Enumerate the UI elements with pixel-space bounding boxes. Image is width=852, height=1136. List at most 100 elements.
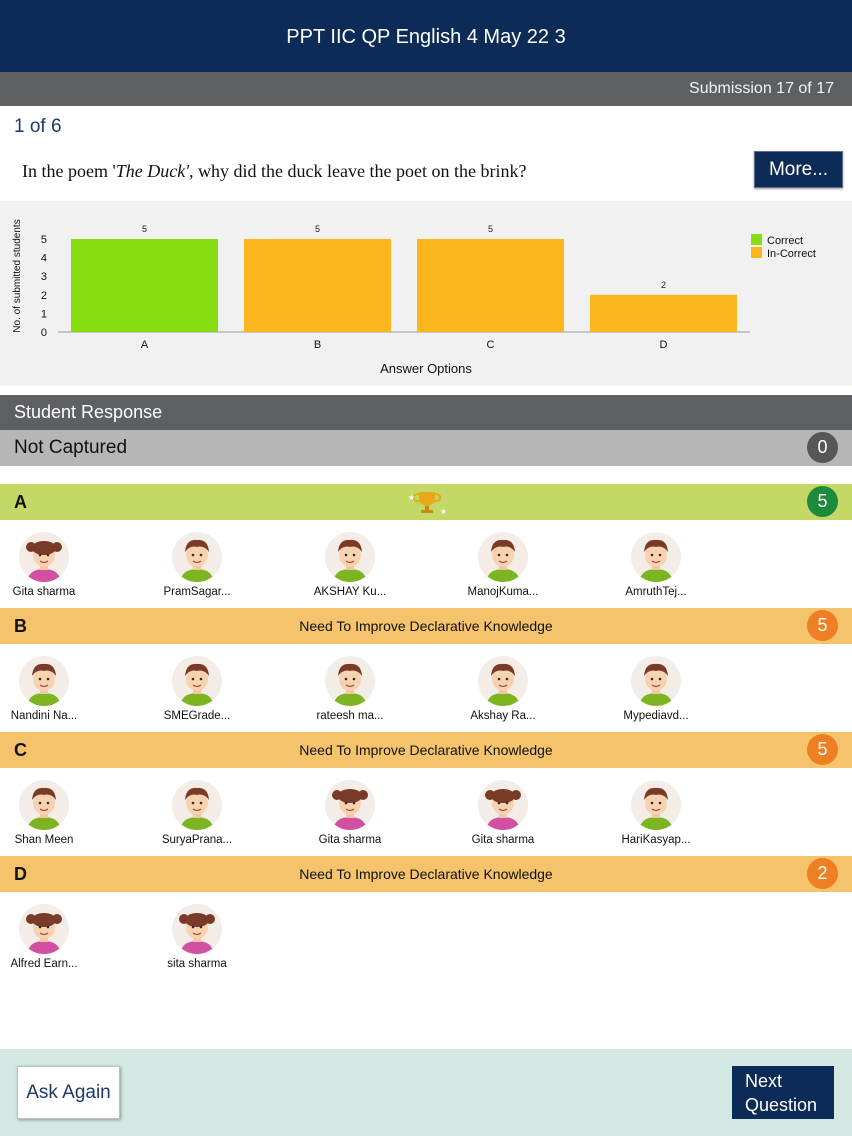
x-tick-label: B <box>314 339 321 351</box>
girl-avatar-icon <box>478 780 528 830</box>
boy-avatar-icon <box>172 656 222 706</box>
group-feedback: Need To Improve Declarative Knowledge <box>299 742 553 758</box>
question-counter: 1 of 6 <box>14 116 62 137</box>
group-feedback: Need To Improve Declarative Knowledge <box>299 618 553 634</box>
assessment-title: PPT IIC QP English 4 May 22 3 <box>286 25 566 48</box>
student-card[interactable]: Gita sharma <box>448 780 558 846</box>
student-response-title: Student Response <box>0 395 852 430</box>
next-question-button[interactable]: Next Question <box>732 1066 834 1119</box>
student-card[interactable]: ManojKuma... <box>448 532 558 598</box>
girl-avatar-icon <box>325 780 375 830</box>
student-name: AmruthTej... <box>625 586 687 598</box>
girl-avatar-icon <box>19 904 69 954</box>
student-card[interactable]: SuryaPrana... <box>142 780 252 846</box>
not-captured-count: 0 <box>817 437 828 457</box>
not-captured-count-badge: 0 <box>807 432 838 463</box>
student-name: SuryaPrana... <box>161 834 233 846</box>
boy-avatar-icon <box>172 780 222 830</box>
student-card[interactable]: PramSagar... <box>142 532 252 598</box>
question-text-start: In the poem ' <box>22 161 116 181</box>
boy-avatar-icon <box>325 656 375 706</box>
student-name: AKSHAY Ku... <box>313 586 387 598</box>
student-card[interactable]: HariKasyap... <box>601 780 711 846</box>
legend-label: Correct <box>767 235 803 247</box>
student-name: HariKasyap... <box>621 834 691 846</box>
boy-avatar-icon <box>478 656 528 706</box>
student-name: Mypediavd... <box>623 710 689 722</box>
student-card[interactable]: AmruthTej... <box>601 532 711 598</box>
student-name: Akshay Ra... <box>470 710 536 722</box>
student-name: Alfred Earn... <box>10 958 78 970</box>
boy-avatar-icon <box>19 780 69 830</box>
answer-bar-chart: 0 1 2 3 4 5 No. of submitted students 5 A 5 B 5 C 2 D A… <box>12 219 816 376</box>
legend-label: In-Correct <box>767 248 816 260</box>
app-header: PPT IIC QP English 4 May 22 3 <box>0 0 852 72</box>
boy-avatar-icon <box>19 656 69 706</box>
student-card[interactable]: Nandini Na... <box>0 656 99 722</box>
answer-chart: 0 1 2 3 4 5 No. of submitted students 5 A 5 B 5 C 2 D A… <box>0 201 852 386</box>
student-card[interactable]: SMEGrade... <box>142 656 252 722</box>
group-count: 5 <box>817 739 828 759</box>
student-list: Gita sharma PramSagar... AKSHAY Ku... Manoj… <box>0 520 852 608</box>
bar-value-label: 2 <box>661 280 666 290</box>
student-card[interactable]: rateesh ma... <box>295 656 405 722</box>
boy-avatar-icon <box>478 532 528 582</box>
not-captured-row: Not Captured 0 <box>0 430 852 466</box>
submission-bar: Submission 17 of 17 <box>0 72 852 106</box>
student-card[interactable]: AKSHAY Ku... <box>295 532 405 598</box>
y-tick-label: 0 <box>41 327 47 339</box>
y-tick-label: 5 <box>41 234 47 246</box>
girl-avatar-icon <box>19 532 69 582</box>
boy-avatar-icon <box>631 656 681 706</box>
next-question-label-line1: Next <box>745 1071 783 1091</box>
student-list: Alfred Earn... sita sharma <box>0 892 852 980</box>
trophy-icon: ★ ★ <box>405 489 449 516</box>
student-name: sita sharma <box>167 958 227 970</box>
group-letter: D <box>14 863 27 884</box>
x-tick-label: C <box>487 339 495 351</box>
x-tick-label: D <box>660 339 668 351</box>
group-letter: C <box>14 739 27 760</box>
boy-avatar-icon <box>325 532 375 582</box>
girl-avatar-icon <box>172 904 222 954</box>
student-card[interactable]: Mypediavd... <box>601 656 711 722</box>
question-text-end: why did the duck leave the poet on the b… <box>193 161 527 181</box>
submission-status: Submission 17 of 17 <box>689 80 834 97</box>
y-tick-label: 4 <box>41 253 47 265</box>
not-captured-label: Not Captured <box>14 437 128 458</box>
group-count-badge: 5 <box>807 734 838 765</box>
svg-text:★: ★ <box>440 507 447 515</box>
student-name: Shan Meen <box>14 834 74 846</box>
boy-avatar-icon <box>172 532 222 582</box>
student-card[interactable]: Alfred Earn... <box>0 904 99 970</box>
footer-bar: Ask Again Next Question <box>0 1049 852 1136</box>
group-header-d[interactable]: D Need To Improve Declarative Knowledge 2 <box>0 856 852 892</box>
bar-C <box>416 239 565 332</box>
group-header-a[interactable]: A ★ ★ 5 <box>0 484 852 520</box>
group-count-badge: 2 <box>807 858 838 889</box>
group-count: 5 <box>817 491 828 511</box>
student-card[interactable]: Gita sharma <box>0 532 99 598</box>
group-header-c[interactable]: C Need To Improve Declarative Knowledge 5 <box>0 732 852 768</box>
student-card[interactable]: sita sharma <box>142 904 252 970</box>
x-axis-label: Answer Options <box>380 361 472 376</box>
bar-value-label: 5 <box>142 224 147 234</box>
y-tick-label: 1 <box>41 308 47 320</box>
student-card[interactable]: Gita sharma <box>295 780 405 846</box>
student-list: Nandini Na... SMEGrade... rateesh ma... Aks… <box>0 644 852 732</box>
boy-avatar-icon <box>631 532 681 582</box>
svg-text:★: ★ <box>408 493 415 502</box>
group-header-b[interactable]: B Need To Improve Declarative Knowledge 5 <box>0 608 852 644</box>
student-name: SMEGrade... <box>163 710 231 722</box>
group-feedback: Need To Improve Declarative Knowledge <box>299 866 553 882</box>
student-name: PramSagar... <box>163 586 231 598</box>
student-response-label: Student Response <box>14 402 163 422</box>
bar-B <box>243 239 392 332</box>
student-card[interactable]: Shan Meen <box>0 780 99 846</box>
bar-D <box>589 294 738 332</box>
y-tick-label: 3 <box>41 271 47 283</box>
student-card[interactable]: Akshay Ra... <box>448 656 558 722</box>
ask-again-button[interactable]: Ask Again <box>17 1066 120 1119</box>
group-count: 5 <box>817 615 828 635</box>
more-button[interactable]: More... <box>754 151 843 188</box>
